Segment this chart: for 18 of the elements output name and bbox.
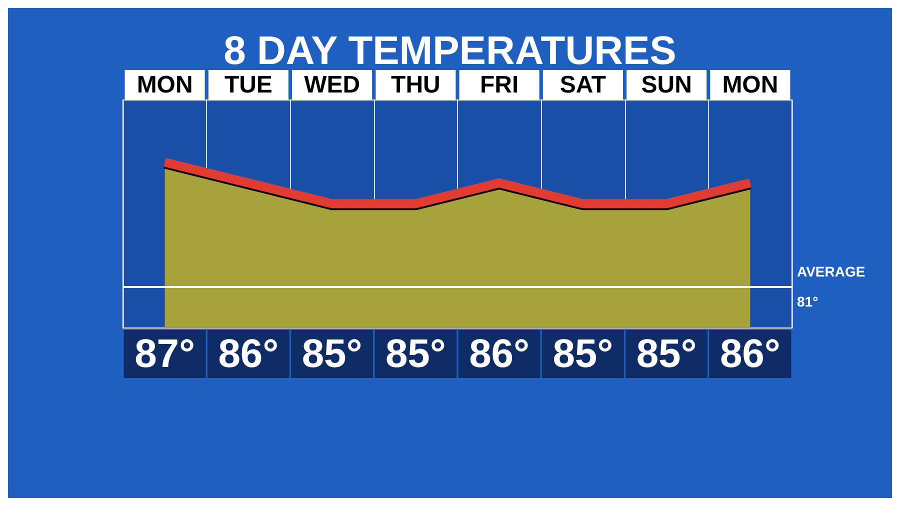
x-tick-label: SAT	[560, 72, 606, 98]
data-label: 85°	[552, 332, 614, 376]
data-label: 87°	[134, 332, 196, 376]
chart-title: 8 DAY TEMPERATURES	[224, 29, 676, 73]
data-label: 86°	[218, 332, 279, 376]
ref-line-label: AVERAGE 81°	[797, 264, 866, 310]
x-tick-label: MON	[136, 72, 193, 98]
x-tick-label: WED	[304, 72, 360, 98]
data-label: 85°	[302, 332, 362, 376]
data-label: 85°	[636, 332, 697, 376]
x-tick-label: SUN	[641, 72, 692, 98]
data-label: 86°	[720, 332, 780, 376]
x-tick-label: FRI	[480, 72, 519, 98]
x-tick-label: THU	[391, 72, 440, 98]
x-tick-label: MON	[722, 72, 778, 98]
data-label: 86°	[469, 332, 530, 376]
data-label: 85°	[385, 332, 446, 376]
x-tick-label: TUE	[224, 72, 272, 98]
